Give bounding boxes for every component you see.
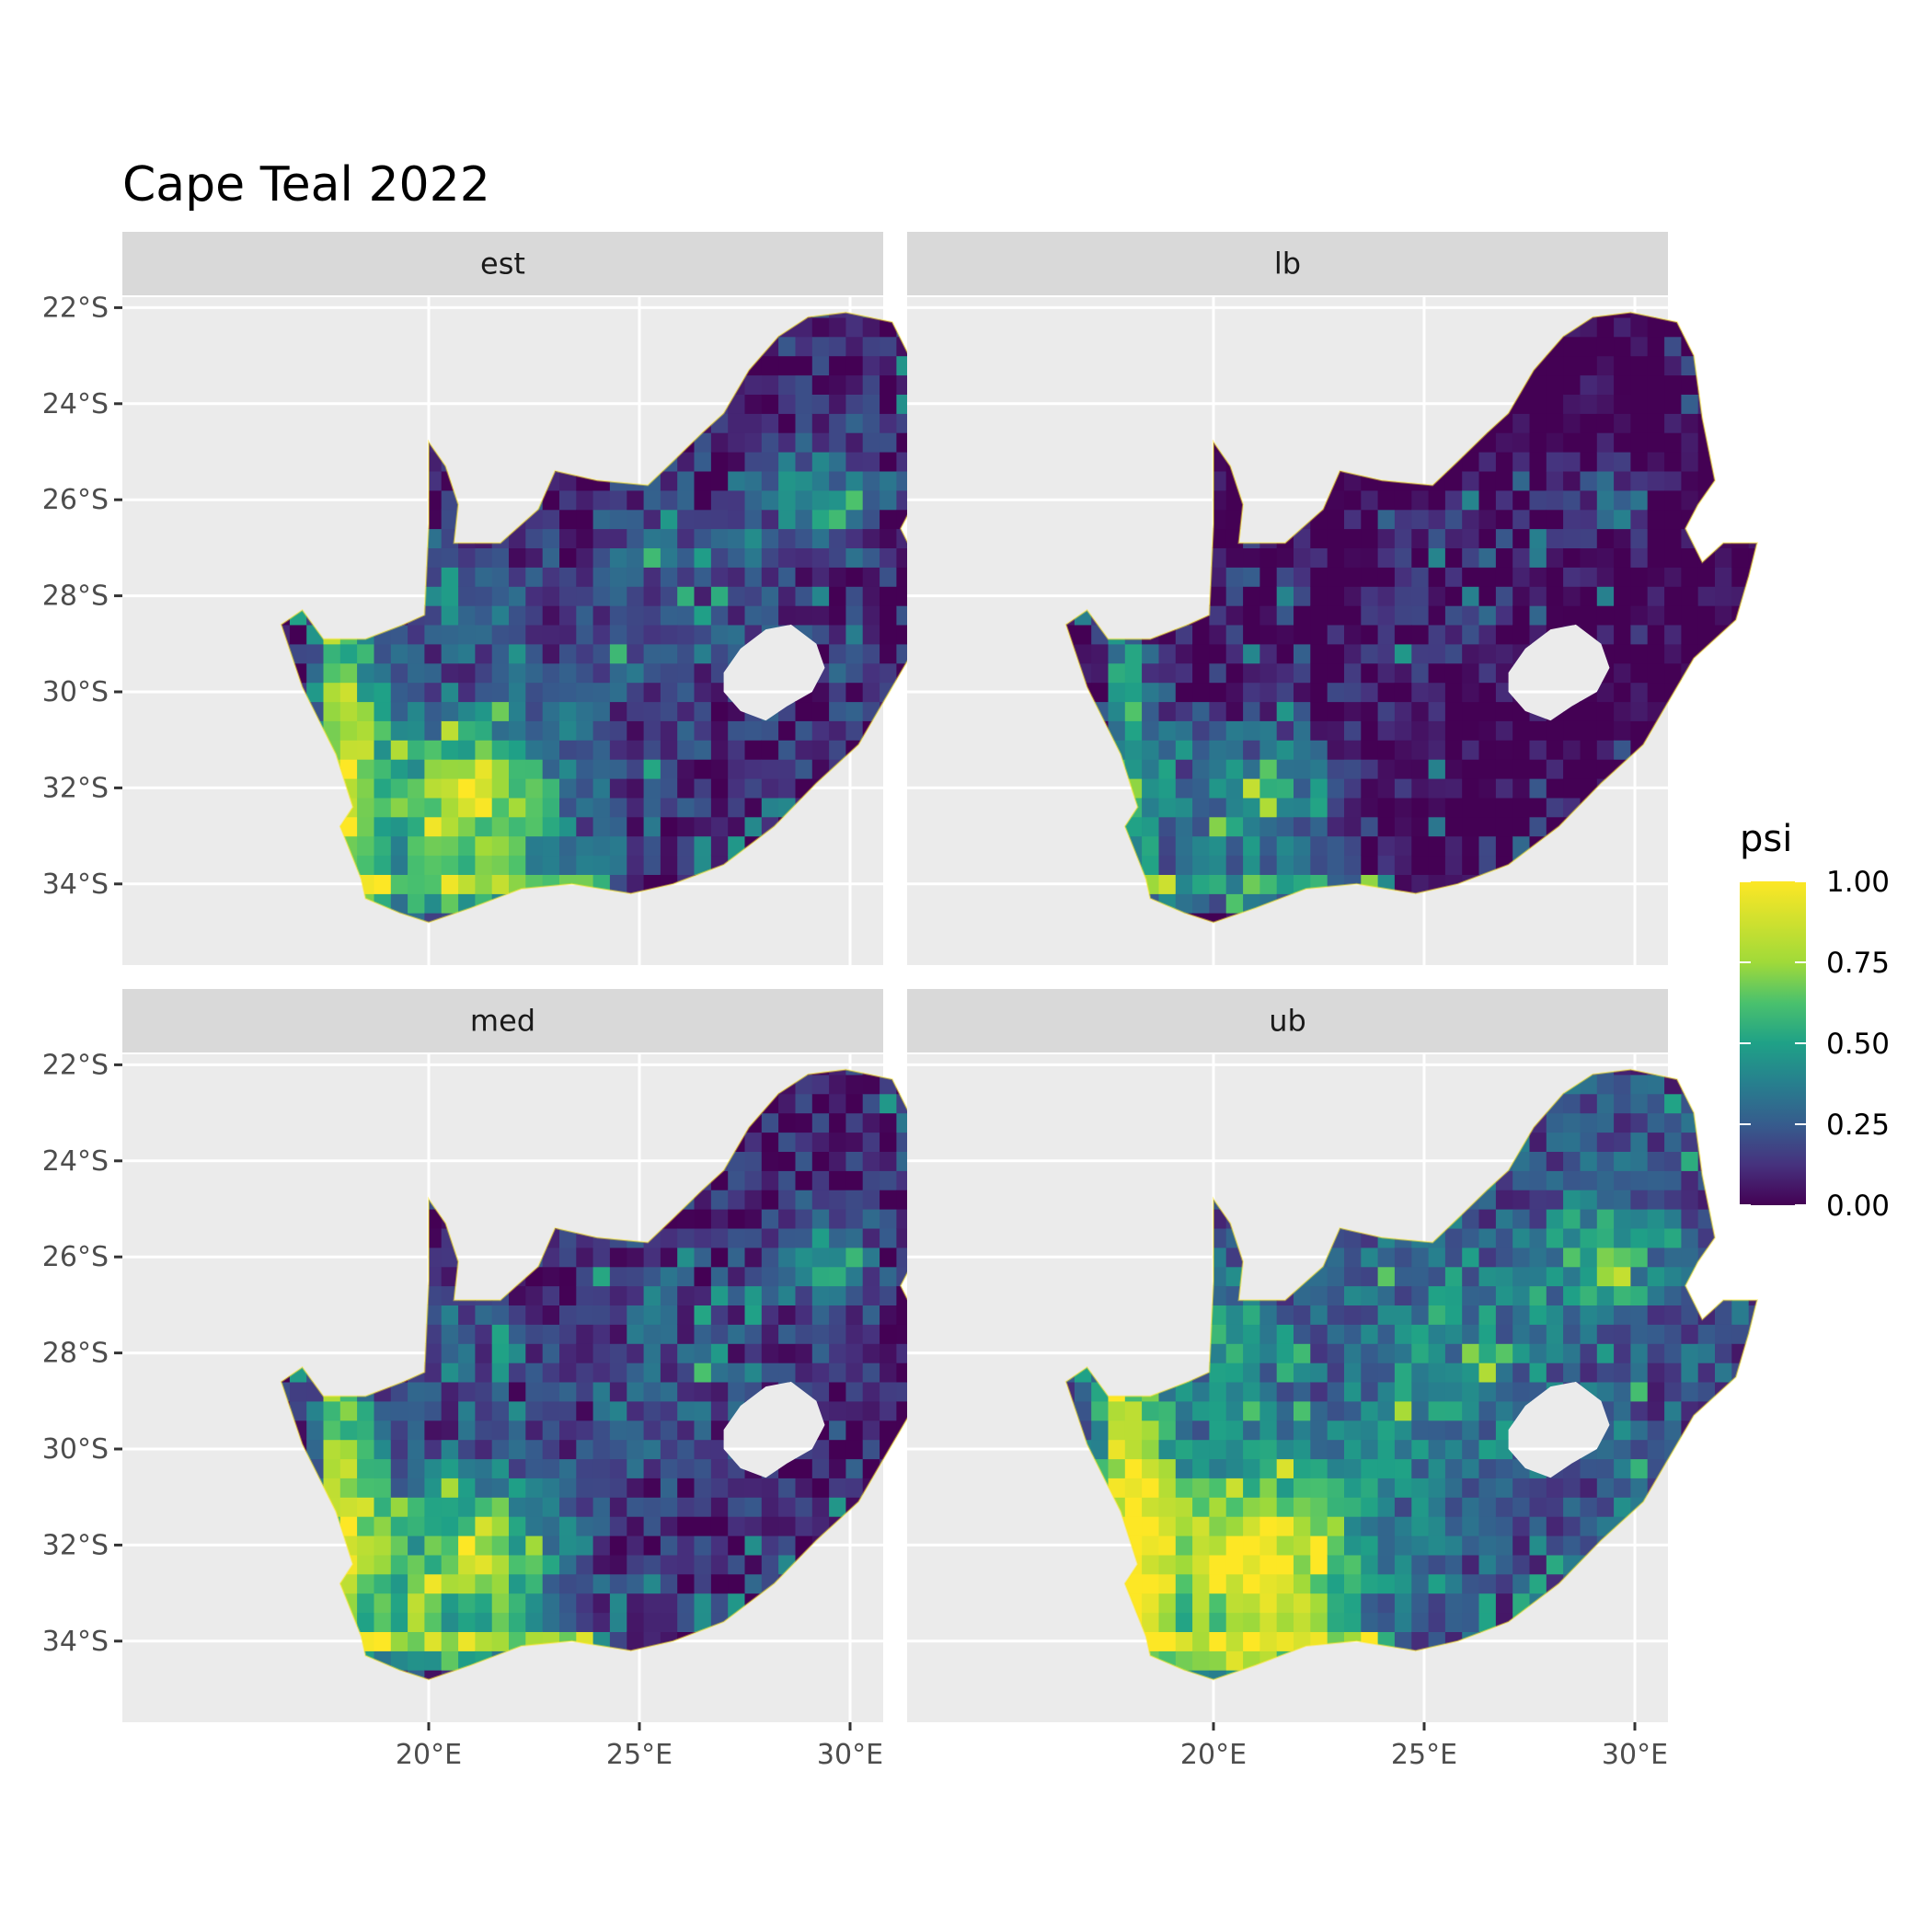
y-tick-label: 32°S: [42, 1529, 109, 1561]
legend-title: psi: [1740, 818, 1792, 860]
facet-panel-med: med 22°S 24°S 26°S 28°S 30°S 32°S 34°S 20°E 25°E 3…: [42, 989, 974, 1771]
facet-panel-est: est 22°S 24°S 26°S 28°S 30°S 32°S 34°S: [42, 232, 974, 965]
y-tick-label: 26°S: [42, 484, 109, 516]
facet-panel-lb: lb: [907, 232, 1759, 965]
y-tick-label: 28°S: [42, 581, 109, 613]
x-tick-label: 20°E: [1180, 1739, 1247, 1771]
y-tick-label: 24°S: [42, 388, 109, 420]
facet-panels: est 22°S 24°S 26°S 28°S 30°S 32°S 34°S lb med 22°S…: [42, 232, 1759, 1771]
x-tick-label: 30°E: [1602, 1739, 1668, 1771]
y-tick-label: 30°S: [42, 1433, 109, 1466]
facet-label-est: est: [480, 247, 525, 282]
x-tick-label: 30°E: [817, 1739, 883, 1771]
legend-label: 0.50: [1826, 1028, 1890, 1061]
facet-strip-ub: [907, 989, 1668, 1052]
country-outline: [1064, 311, 1759, 924]
facet-label-ub: ub: [1269, 1004, 1306, 1039]
x-tick-label: 20°E: [396, 1739, 462, 1771]
x-tick-label: 25°E: [606, 1739, 673, 1771]
y-tick-label: 22°S: [42, 1049, 109, 1081]
legend: psi 1.00 0.75 0.50 0.25 0.00: [1740, 818, 1890, 1223]
y-tick-label: 26°S: [42, 1241, 109, 1273]
facet-label-lb: lb: [1274, 247, 1301, 282]
y-tick-label: 28°S: [42, 1338, 109, 1370]
y-tick-label: 30°S: [42, 676, 109, 708]
legend-label: 0.00: [1826, 1190, 1890, 1223]
facet-strip-est: [122, 232, 883, 295]
y-tick-label: 24°S: [42, 1145, 109, 1178]
y-tick-label: 32°S: [42, 772, 109, 804]
facet-panel-ub: ub 20°E 25°E 30°E: [907, 989, 1759, 1771]
page-title: Cape Teal 2022: [122, 157, 490, 213]
legend-label: 0.75: [1826, 947, 1890, 980]
country-outline: [1064, 1068, 1759, 1681]
x-tick-label: 25°E: [1391, 1739, 1457, 1771]
y-tick-label: 34°S: [42, 1626, 109, 1658]
legend-label: 0.25: [1826, 1109, 1890, 1142]
facet-strip-lb: [907, 232, 1668, 295]
y-tick-label: 22°S: [42, 292, 109, 324]
facet-label-med: med: [470, 1004, 535, 1039]
legend-label: 1.00: [1826, 866, 1890, 899]
y-tick-label: 34°S: [42, 868, 109, 901]
facet-strip-med: [122, 989, 883, 1052]
legend-ticks: 1.00 0.75 0.50 0.25 0.00: [1740, 866, 1890, 1223]
